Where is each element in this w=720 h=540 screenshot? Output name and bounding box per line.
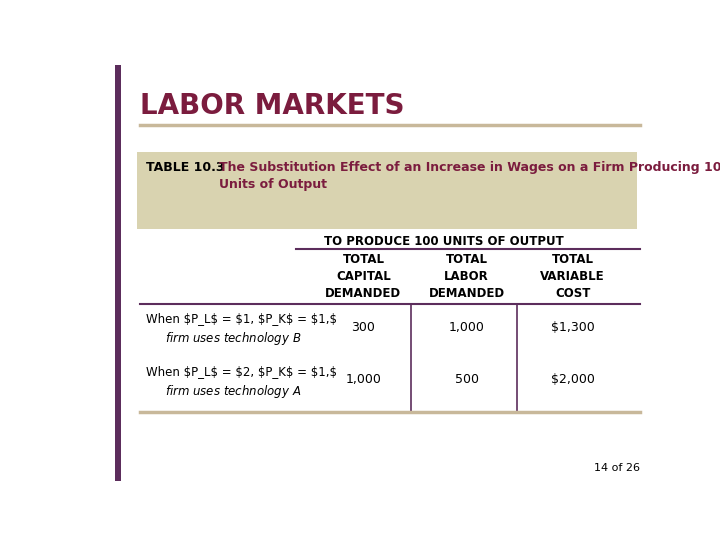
Text: TABLE 10.3: TABLE 10.3	[145, 161, 225, 174]
Text: TOTAL
CAPITAL
DEMANDED: TOTAL CAPITAL DEMANDED	[325, 253, 402, 300]
Text: firm uses technology $B$: firm uses technology $B$	[166, 330, 302, 347]
Text: $2,000: $2,000	[551, 373, 595, 386]
Text: 14 of 26: 14 of 26	[593, 463, 639, 473]
Text: Units of Output: Units of Output	[220, 178, 328, 191]
Text: The Substitution Effect of an Increase in Wages on a Firm Producing 100: The Substitution Effect of an Increase i…	[220, 161, 720, 174]
Text: 1,000: 1,000	[449, 321, 485, 334]
Text: $1,300: $1,300	[551, 321, 595, 334]
Text: TOTAL
LABOR
DEMANDED: TOTAL LABOR DEMANDED	[428, 253, 505, 300]
Text: TO PRODUCE 100 UNITS OF OUTPUT: TO PRODUCE 100 UNITS OF OUTPUT	[325, 235, 564, 248]
Text: When $P_L$ = $1, $P_K$ = $1,$: When $P_L$ = $1, $P_K$ = $1,$	[145, 312, 337, 325]
FancyBboxPatch shape	[138, 152, 637, 229]
Text: When $P_L$ = $2, $P_K$ = $1,$: When $P_L$ = $2, $P_K$ = $1,$	[145, 365, 337, 378]
Text: 500: 500	[454, 373, 479, 386]
Text: 1,000: 1,000	[346, 373, 382, 386]
FancyBboxPatch shape	[115, 65, 121, 481]
Text: TOTAL
VARIABLE
COST: TOTAL VARIABLE COST	[540, 253, 605, 300]
Text: 300: 300	[351, 321, 375, 334]
Text: firm uses technology $A$: firm uses technology $A$	[166, 383, 302, 400]
Text: LABOR MARKETS: LABOR MARKETS	[140, 92, 405, 120]
